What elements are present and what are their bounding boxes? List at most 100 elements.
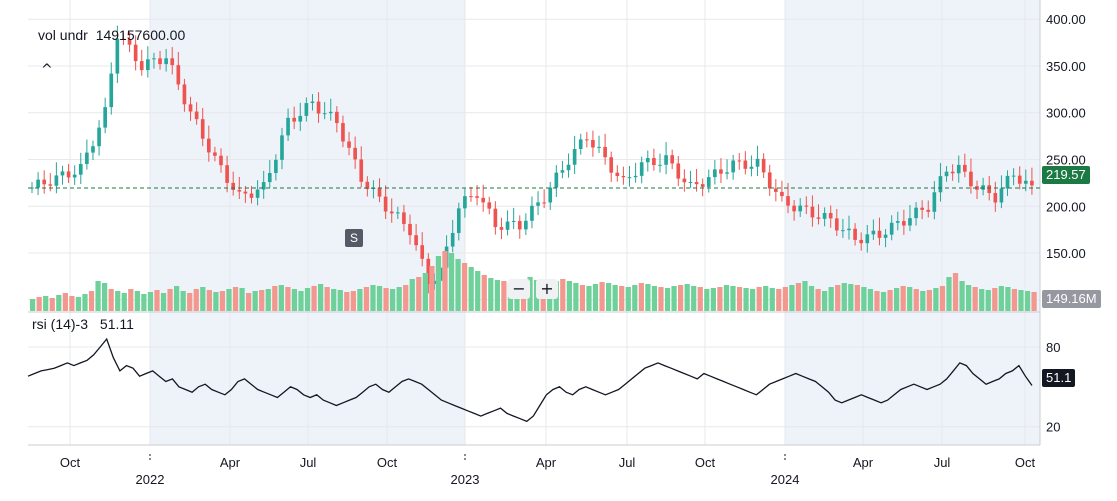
volume-bar	[429, 266, 435, 311]
candle-body	[139, 61, 144, 71]
candle-body	[554, 172, 559, 188]
candle-body	[261, 182, 266, 190]
volume-bar	[448, 253, 455, 311]
candle-body	[536, 202, 540, 206]
month-tick-label: Jul	[934, 455, 951, 470]
candle-body	[243, 191, 248, 194]
zoom-out-button[interactable]: −	[508, 279, 530, 299]
candle-body	[774, 188, 778, 192]
volume-bar	[691, 286, 697, 311]
collapse-caret-icon[interactable]: ^	[41, 62, 53, 78]
candle-body	[743, 160, 748, 169]
volume-bar	[121, 293, 127, 311]
candle-body	[1011, 175, 1016, 177]
candle-body	[194, 111, 199, 120]
candle-body	[60, 171, 65, 176]
candle-body	[304, 103, 309, 116]
volume-bar	[62, 293, 68, 311]
candle-body	[219, 155, 223, 166]
volume-bar	[763, 286, 769, 311]
volume-bar	[867, 289, 874, 311]
volume-bar	[645, 284, 651, 311]
volume-bar	[992, 288, 998, 311]
volume-bar	[743, 288, 749, 311]
volume-bar	[933, 288, 939, 311]
candle-body	[786, 196, 790, 206]
volume-bar	[200, 287, 206, 311]
volume-bar	[331, 289, 337, 311]
volume-bar	[462, 263, 468, 311]
candle-body	[353, 147, 357, 160]
volume-bar	[298, 291, 304, 311]
volume-bar	[43, 296, 49, 311]
candle-body	[1005, 175, 1010, 189]
candle-body	[322, 113, 327, 115]
year-tick-label: 2022	[136, 472, 165, 487]
candle-body	[524, 220, 528, 230]
candle-body	[603, 146, 607, 158]
candle-body	[121, 38, 126, 40]
candle-body	[731, 160, 735, 173]
price-tick-label: 400.00	[1046, 12, 1086, 27]
candle-body	[792, 205, 796, 212]
candle-body	[676, 163, 681, 179]
zoom-in-button[interactable]: +	[536, 279, 558, 299]
candle-body	[402, 212, 406, 224]
candle-body	[170, 58, 175, 66]
candle-body	[560, 170, 565, 173]
volume-bar	[239, 288, 245, 311]
volume-bar	[848, 284, 854, 311]
volume-bar	[488, 278, 494, 311]
candle-body	[767, 172, 772, 189]
volume-bar	[880, 292, 887, 311]
volume-bar	[278, 285, 284, 311]
volume-bar	[494, 280, 500, 311]
volume-bar	[573, 283, 579, 311]
candle-body	[511, 220, 516, 222]
split-marker-icon[interactable]: S	[345, 229, 363, 247]
candle-body	[249, 193, 254, 198]
month-tick-label: Apr	[536, 455, 557, 470]
volume-bar	[285, 287, 291, 311]
candle-body	[926, 209, 931, 212]
candle-body	[335, 111, 339, 124]
volume-bar	[363, 287, 370, 311]
candles	[30, 25, 1034, 294]
volume-bar	[854, 285, 860, 311]
candle-body	[328, 111, 333, 114]
candle-body	[341, 123, 345, 142]
volume-bar	[167, 289, 173, 311]
candle-body	[804, 205, 809, 207]
candle-body	[969, 171, 973, 187]
volume-bar	[383, 288, 389, 311]
candle-body	[908, 218, 912, 226]
candle-body	[755, 158, 760, 167]
candle-body	[487, 202, 492, 209]
volume-bar	[455, 259, 461, 311]
price-tick-label: 300.00	[1046, 106, 1086, 121]
candle-body	[450, 232, 455, 247]
volume-bar	[795, 283, 802, 311]
candle-body	[700, 184, 705, 187]
candle-body	[548, 187, 553, 203]
candle-body	[713, 169, 717, 178]
axes: 400.00350.00300.00250.00200.00150.00100.…	[28, 0, 1086, 487]
volume-bar	[147, 292, 154, 311]
candle-body	[206, 138, 211, 153]
volume-bar	[1018, 290, 1024, 311]
candle-body	[158, 58, 162, 65]
volume-bar	[664, 288, 671, 311]
volume-bar	[226, 289, 232, 311]
candle-body	[469, 196, 473, 198]
candle-body	[286, 117, 290, 136]
candle-body	[914, 207, 918, 219]
volume-bar	[88, 291, 95, 311]
volume-bar	[272, 286, 278, 311]
volume-bar	[769, 288, 775, 311]
candle-body	[859, 239, 864, 244]
volume-bar	[979, 289, 985, 311]
candle-body	[944, 171, 949, 177]
volume-badge: 149.16M	[1042, 290, 1101, 308]
volume-bar	[416, 277, 422, 311]
